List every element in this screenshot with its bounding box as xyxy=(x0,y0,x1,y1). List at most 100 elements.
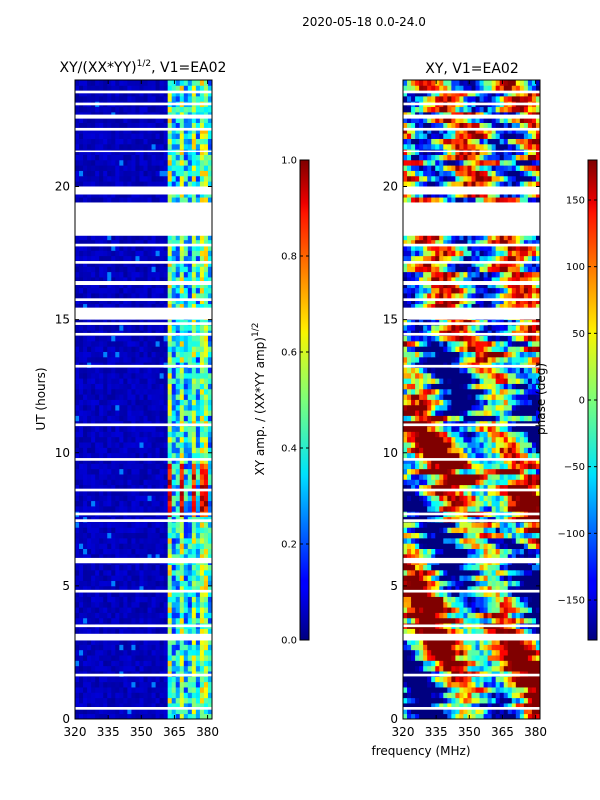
heatmap-cell xyxy=(163,506,169,512)
heatmap-cell xyxy=(119,351,124,358)
heatmap-cell xyxy=(195,484,201,491)
heatmap-cell xyxy=(499,687,505,693)
heatmap-cell xyxy=(403,649,408,656)
heatmap-cell xyxy=(411,644,416,651)
heatmap-cell xyxy=(179,495,185,502)
heatmap-cell xyxy=(151,521,156,528)
heatmap-cell xyxy=(107,298,112,305)
heatmap-cell xyxy=(415,585,420,592)
heatmap-cell xyxy=(119,521,124,528)
heatmap-cell xyxy=(195,394,201,400)
heatmap-cell xyxy=(167,383,173,390)
heatmap-cell xyxy=(87,687,92,693)
heatmap-cell xyxy=(499,713,505,719)
heatmap-cell xyxy=(107,106,112,113)
heatmap-cell xyxy=(79,580,84,587)
heatmap-cell xyxy=(207,644,212,651)
heatmap-cell xyxy=(507,607,513,613)
heatmap-cell xyxy=(147,394,152,400)
heatmap-cell xyxy=(179,95,185,102)
heatmap-cell xyxy=(127,484,132,491)
heatmap-cell xyxy=(467,617,472,624)
y-tick-label: 15 xyxy=(55,313,70,327)
heatmap-cell xyxy=(523,617,529,624)
heatmap-cell xyxy=(87,490,92,496)
heatmap-cell xyxy=(183,447,189,454)
heatmap-cell xyxy=(159,708,165,715)
heatmap-cell xyxy=(463,628,468,635)
heatmap-cell xyxy=(83,537,88,544)
heatmap-cell xyxy=(187,122,193,129)
heatmap-cell xyxy=(83,415,88,422)
heatmap-cell xyxy=(99,644,104,651)
heatmap-cell xyxy=(519,681,525,688)
heatmap-cell xyxy=(131,159,136,166)
heatmap-cell xyxy=(191,287,197,294)
heatmap-cell xyxy=(183,367,189,374)
heatmap-cell xyxy=(415,665,420,672)
heatmap-cell xyxy=(103,676,108,683)
heatmap-cell xyxy=(123,436,128,443)
heatmap-cell xyxy=(143,372,148,379)
heatmap-cell xyxy=(167,404,173,411)
heatmap-cell xyxy=(191,133,197,139)
heatmap-cell xyxy=(487,676,493,683)
heatmap-cell xyxy=(123,580,128,587)
heatmap-cell xyxy=(419,660,424,667)
heatmap-cell xyxy=(183,340,189,347)
heatmap-cell xyxy=(155,681,161,688)
heatmap-cell xyxy=(471,660,476,667)
heatmap-cell xyxy=(167,95,173,102)
heatmap-cell xyxy=(179,612,185,619)
heatmap-cell xyxy=(159,378,165,384)
heatmap-cell xyxy=(187,133,193,139)
heatmap-cell xyxy=(83,452,88,459)
heatmap-cell xyxy=(107,197,112,203)
heatmap-cell xyxy=(155,585,161,592)
heatmap-cell xyxy=(79,293,84,299)
heatmap-cell xyxy=(143,133,148,139)
heatmap-cell xyxy=(191,378,197,384)
heatmap-cell xyxy=(115,117,120,123)
heatmap-cell xyxy=(195,346,201,352)
heatmap-cell xyxy=(167,303,173,310)
heatmap-cell xyxy=(187,378,193,384)
heatmap-cell xyxy=(511,708,517,715)
heatmap-cell xyxy=(159,601,165,608)
heatmap-cell xyxy=(83,649,88,656)
heatmap-cell xyxy=(95,490,100,496)
heatmap-cell xyxy=(155,410,161,416)
heatmap-cell xyxy=(91,426,96,432)
heatmap-cell xyxy=(99,234,104,241)
heatmap-cell xyxy=(411,708,416,715)
heatmap-cell xyxy=(127,106,132,113)
heatmap-cell xyxy=(483,676,489,683)
heatmap-cell xyxy=(131,655,136,661)
heatmap-cell xyxy=(135,282,140,289)
heatmap-cell xyxy=(91,399,96,406)
heatmap-cell xyxy=(163,356,169,363)
heatmap-cell xyxy=(167,537,173,544)
heatmap-cell xyxy=(111,585,116,592)
heatmap-cell xyxy=(127,234,132,241)
heatmap-cell xyxy=(91,234,96,241)
heatmap-cell xyxy=(91,447,96,454)
heatmap-cell xyxy=(175,95,181,102)
heatmap-cell xyxy=(183,175,189,182)
heatmap-cell xyxy=(127,127,132,134)
heatmap-cell xyxy=(207,303,212,310)
heatmap-cell xyxy=(435,692,440,699)
heatmap-cell xyxy=(407,665,412,672)
heatmap-cell xyxy=(423,644,428,651)
heatmap-cell xyxy=(191,580,197,587)
heatmap-cell xyxy=(163,324,169,331)
heatmap-cell xyxy=(75,644,80,651)
heatmap-cell xyxy=(75,197,80,203)
heatmap-cell xyxy=(455,612,460,619)
heatmap-cell xyxy=(511,601,517,608)
heatmap-cell xyxy=(139,458,144,464)
heatmap-cell xyxy=(451,644,456,651)
heatmap-cell xyxy=(135,655,140,661)
heatmap-cell xyxy=(131,85,136,92)
heatmap-cell xyxy=(91,681,96,688)
